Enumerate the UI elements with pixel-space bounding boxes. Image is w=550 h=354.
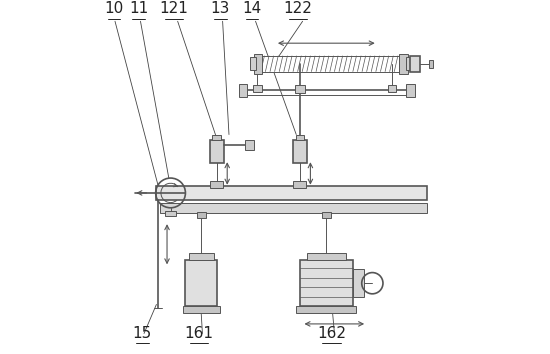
Bar [307, 253, 346, 260]
Text: 15: 15 [133, 326, 152, 341]
Bar [253, 85, 262, 92]
Bar [239, 84, 248, 97]
Text: 121: 121 [160, 1, 189, 16]
Bar [210, 181, 223, 188]
Bar [388, 85, 396, 92]
Bar [156, 186, 427, 200]
Bar [210, 140, 224, 163]
Text: 11: 11 [129, 1, 149, 16]
Bar [183, 306, 220, 313]
Bar [429, 60, 433, 68]
Bar [160, 203, 427, 213]
Bar [212, 135, 221, 140]
Bar [300, 260, 353, 306]
Bar [293, 140, 307, 163]
Bar [254, 53, 262, 74]
Text: 10: 10 [104, 1, 124, 16]
Bar [295, 135, 304, 140]
Text: 14: 14 [243, 1, 262, 16]
Bar [189, 253, 214, 260]
Bar [295, 85, 305, 93]
Bar [165, 211, 176, 216]
Bar [406, 84, 415, 97]
Bar [245, 140, 254, 150]
Bar [293, 181, 306, 188]
Bar [250, 57, 256, 70]
Text: 161: 161 [184, 326, 213, 341]
Bar [399, 53, 408, 74]
Bar [322, 212, 331, 218]
Bar [259, 56, 399, 72]
Bar [185, 260, 217, 306]
Text: 13: 13 [211, 1, 230, 16]
Bar [410, 56, 420, 72]
Bar [406, 57, 411, 70]
Bar [296, 306, 356, 313]
Bar [197, 212, 206, 218]
Text: 162: 162 [317, 326, 346, 341]
Bar [353, 269, 364, 297]
Text: 122: 122 [284, 1, 312, 16]
